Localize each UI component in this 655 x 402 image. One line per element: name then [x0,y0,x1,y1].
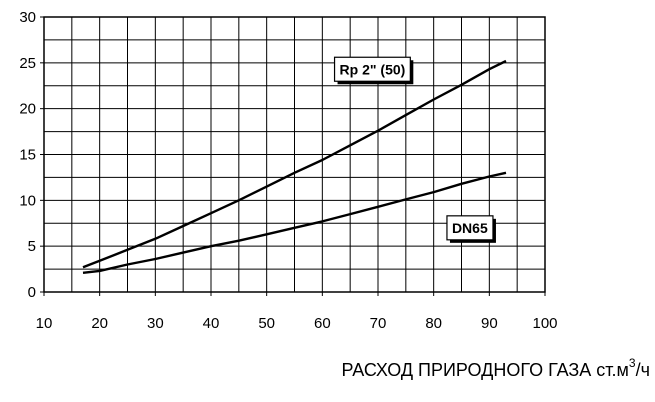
x-tick-label: 30 [147,315,164,332]
x-axis-label-superscript: 3 [628,356,636,370]
series-annotations: Rp 2" (50) DN65 [333,56,496,243]
y-tick-label: 25 [19,55,36,72]
tick-labels: 10 20 30 40 50 60 70 80 90 100 0 5 10 15 20 25 30 [19,9,557,332]
x-axis-label-main: РАСХОД ПРИРОДНОГО ГАЗА ст.м [341,360,629,380]
x-tick-label: 90 [481,315,498,332]
x-tick-label: 20 [91,315,108,332]
series-annotation-0: Rp 2" (50) [333,56,414,85]
x-tick-label: 40 [203,315,220,332]
y-tick-label: 20 [19,101,36,118]
grid [43,16,546,293]
y-tick-label: 15 [19,147,36,164]
x-tick-label: 70 [370,315,387,332]
x-tick-label: 50 [258,315,275,332]
series-annotation-box [333,56,411,82]
y-tick-label: 0 [28,284,36,301]
series-annotation-box [446,215,494,241]
x-tick-label: 10 [36,315,53,332]
y-tick-label: 5 [28,238,36,255]
x-tick-label: 80 [425,315,442,332]
series-annotation-label: Rp 2" (50) [340,61,406,77]
series-annotation-label: DN65 [452,220,488,236]
x-axis-label-tail: /ч [635,360,650,380]
series-line-0 [82,59,507,269]
series-lines [82,59,507,274]
y-tick-label: 10 [19,192,36,209]
x-tick-label: 100 [532,315,557,332]
y-tick-label: 30 [19,9,36,26]
x-tick-label: 60 [314,315,331,332]
series-annotation-1: DN65 [446,215,496,243]
series-line-1 [82,171,507,274]
x-axis-label: РАСХОД ПРИРОДНОГО ГАЗА ст.м3/ч [250,357,650,381]
